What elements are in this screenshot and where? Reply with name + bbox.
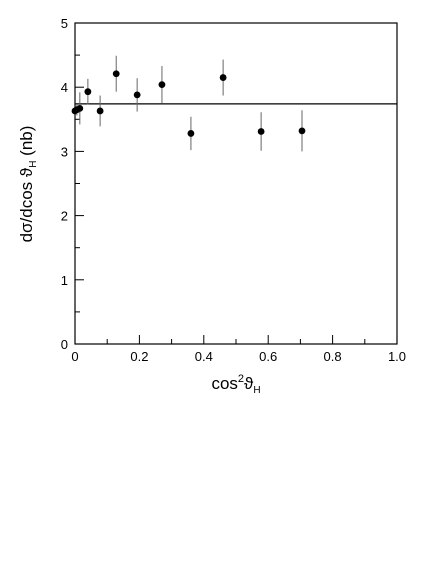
x-axis-title: cos2ϑH (211, 373, 260, 396)
y-tick-label: 1 (61, 273, 68, 288)
y-tick-label: 5 (61, 16, 68, 31)
data-point (257, 128, 265, 135)
x-tick-label: 0.4 (195, 349, 213, 364)
data-point (84, 88, 92, 96)
x-tick-label: 0 (71, 349, 78, 364)
x-tick-label: 0.6 (259, 349, 277, 364)
data-point (133, 91, 141, 99)
data-point (76, 104, 84, 112)
y-tick-label: 0 (61, 337, 68, 352)
y-axis-title: dσ/dcos ϑH (nb) (17, 126, 39, 243)
data-point (112, 70, 120, 78)
data-point (187, 130, 195, 137)
y-tick-label: 2 (61, 209, 68, 224)
y-axis-ticks: 0 1 2 3 4 5 (61, 16, 84, 352)
plot-frame (74, 22, 398, 345)
y-tick-label: 3 (61, 144, 68, 159)
data-point (298, 127, 306, 135)
x-tick-label: 1.0 (388, 349, 406, 364)
x-axis-ticks: 0 0.2 0.4 0.6 0.8 1.0 (71, 335, 406, 364)
data-points (71, 55, 306, 152)
data-point (158, 81, 166, 89)
x-tick-label: 0.2 (130, 349, 148, 364)
y-tick-label: 4 (61, 80, 68, 95)
data-point (219, 74, 227, 81)
data-point (96, 107, 104, 115)
x-tick-label: 0.8 (324, 349, 342, 364)
